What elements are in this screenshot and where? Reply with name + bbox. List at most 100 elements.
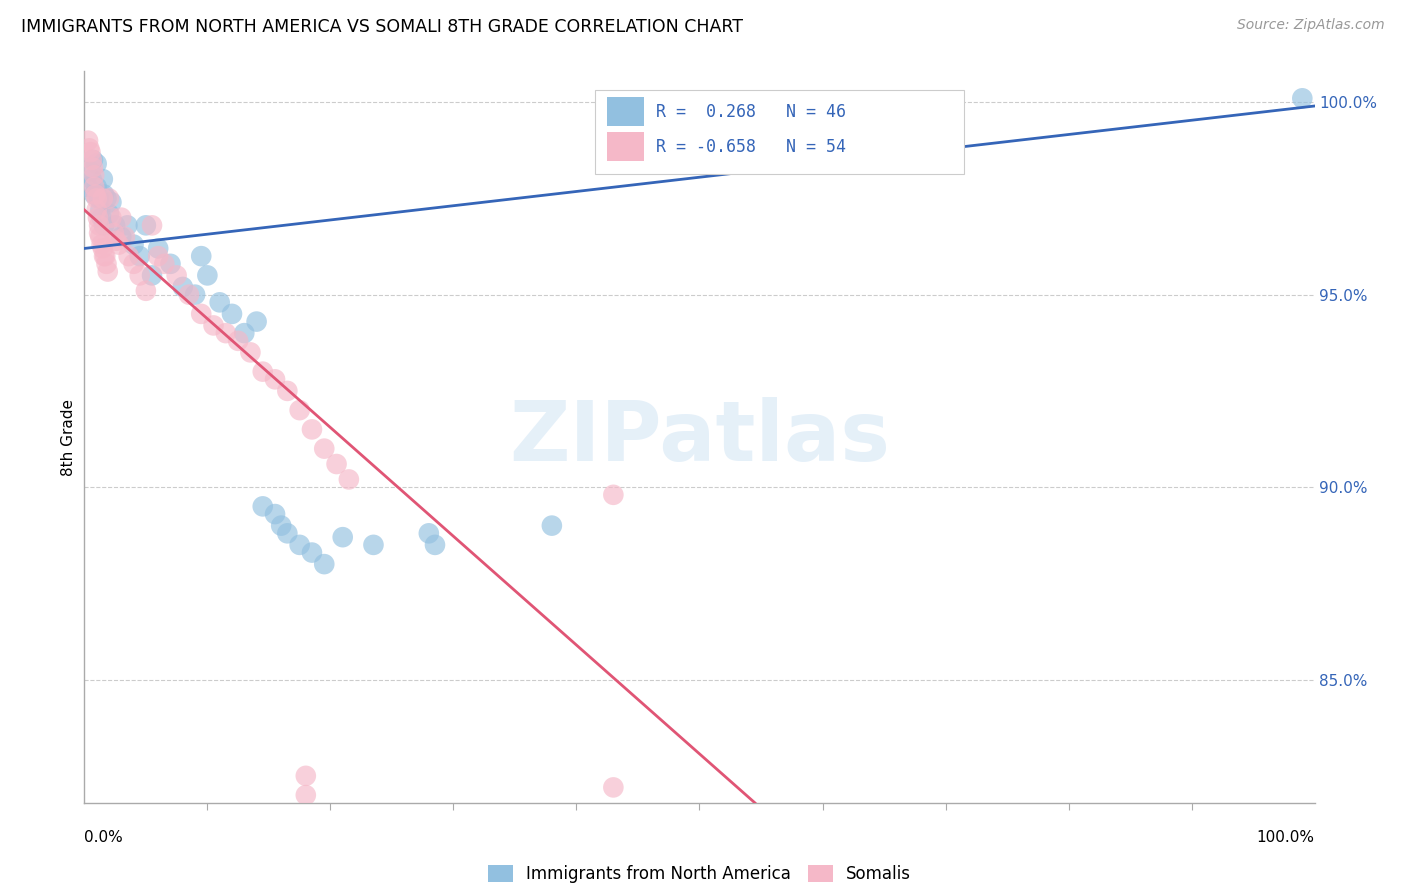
Point xyxy=(87,191,111,205)
Point xyxy=(423,538,446,552)
Point xyxy=(100,211,122,225)
Point xyxy=(208,295,231,310)
Point xyxy=(252,365,274,379)
Point xyxy=(177,287,200,301)
Point xyxy=(148,242,170,256)
Legend: Immigrants from North America, Somalis: Immigrants from North America, Somalis xyxy=(481,858,918,889)
Point xyxy=(86,202,108,217)
Point xyxy=(135,219,157,233)
Point xyxy=(270,518,292,533)
Point xyxy=(295,769,318,783)
Point xyxy=(288,538,311,552)
Point xyxy=(84,187,107,202)
Point xyxy=(276,384,298,398)
Point xyxy=(197,268,219,283)
Point xyxy=(128,249,150,263)
Point xyxy=(541,518,564,533)
Point xyxy=(90,237,112,252)
Point xyxy=(602,780,624,795)
Text: 100.0%: 100.0% xyxy=(1257,830,1315,845)
Point xyxy=(96,257,118,271)
Point xyxy=(100,195,122,210)
Point xyxy=(246,315,269,329)
Point xyxy=(332,530,354,544)
Text: 0.0%: 0.0% xyxy=(84,830,124,845)
Point xyxy=(295,788,318,802)
Point xyxy=(325,457,347,471)
Point xyxy=(79,145,101,160)
Point xyxy=(87,219,111,233)
Point xyxy=(337,472,360,486)
Point xyxy=(301,422,323,436)
FancyBboxPatch shape xyxy=(607,132,644,161)
Point xyxy=(418,526,440,541)
Point xyxy=(90,211,112,225)
Point xyxy=(91,242,114,256)
Point xyxy=(1291,91,1313,105)
Point xyxy=(79,141,101,155)
Point xyxy=(153,257,176,271)
Point xyxy=(141,268,163,283)
Point xyxy=(93,187,115,202)
Point xyxy=(114,230,136,244)
FancyBboxPatch shape xyxy=(607,97,644,127)
Point xyxy=(202,318,225,333)
Point xyxy=(82,161,104,175)
Point xyxy=(215,326,238,340)
Point xyxy=(96,191,118,205)
Text: R =  0.268   N = 46: R = 0.268 N = 46 xyxy=(657,103,846,120)
Point xyxy=(89,202,111,217)
Point xyxy=(86,179,108,194)
Point xyxy=(83,169,105,183)
Point xyxy=(252,500,274,514)
FancyBboxPatch shape xyxy=(595,90,965,174)
Point xyxy=(226,334,249,348)
Point xyxy=(108,237,131,252)
Point xyxy=(83,179,105,194)
Point xyxy=(135,284,157,298)
Point xyxy=(301,545,323,559)
Point xyxy=(172,280,194,294)
Point xyxy=(122,257,145,271)
Point xyxy=(98,207,120,221)
Point xyxy=(233,326,256,340)
Point xyxy=(94,249,117,263)
Point xyxy=(87,211,110,225)
Point xyxy=(363,538,385,552)
Point xyxy=(86,191,108,205)
Point xyxy=(264,372,287,386)
Point xyxy=(93,249,115,263)
Point xyxy=(82,153,104,167)
Point xyxy=(77,179,100,194)
Point xyxy=(104,219,127,233)
Point xyxy=(89,230,111,244)
Y-axis label: 8th Grade: 8th Grade xyxy=(60,399,76,475)
Text: ZIPatlas: ZIPatlas xyxy=(509,397,890,477)
Point xyxy=(288,403,311,417)
Point xyxy=(91,191,114,205)
Point xyxy=(86,157,108,171)
Point xyxy=(141,219,163,233)
Point xyxy=(77,134,100,148)
Point xyxy=(221,307,243,321)
Point xyxy=(239,345,262,359)
Point xyxy=(166,268,188,283)
Point xyxy=(93,219,115,233)
Point xyxy=(103,226,125,240)
Point xyxy=(122,237,145,252)
Point xyxy=(190,249,212,263)
Point xyxy=(314,442,336,456)
Point xyxy=(117,219,139,233)
Point xyxy=(118,249,141,263)
Point xyxy=(184,287,207,301)
Text: R = -0.658   N = 54: R = -0.658 N = 54 xyxy=(657,137,846,156)
Point xyxy=(83,187,105,202)
Point xyxy=(276,526,298,541)
Point xyxy=(110,211,132,225)
Point xyxy=(110,230,132,244)
Point xyxy=(87,226,111,240)
Point xyxy=(148,249,170,263)
Point xyxy=(105,234,128,248)
Text: Source: ZipAtlas.com: Source: ZipAtlas.com xyxy=(1237,18,1385,32)
Point xyxy=(97,264,120,278)
